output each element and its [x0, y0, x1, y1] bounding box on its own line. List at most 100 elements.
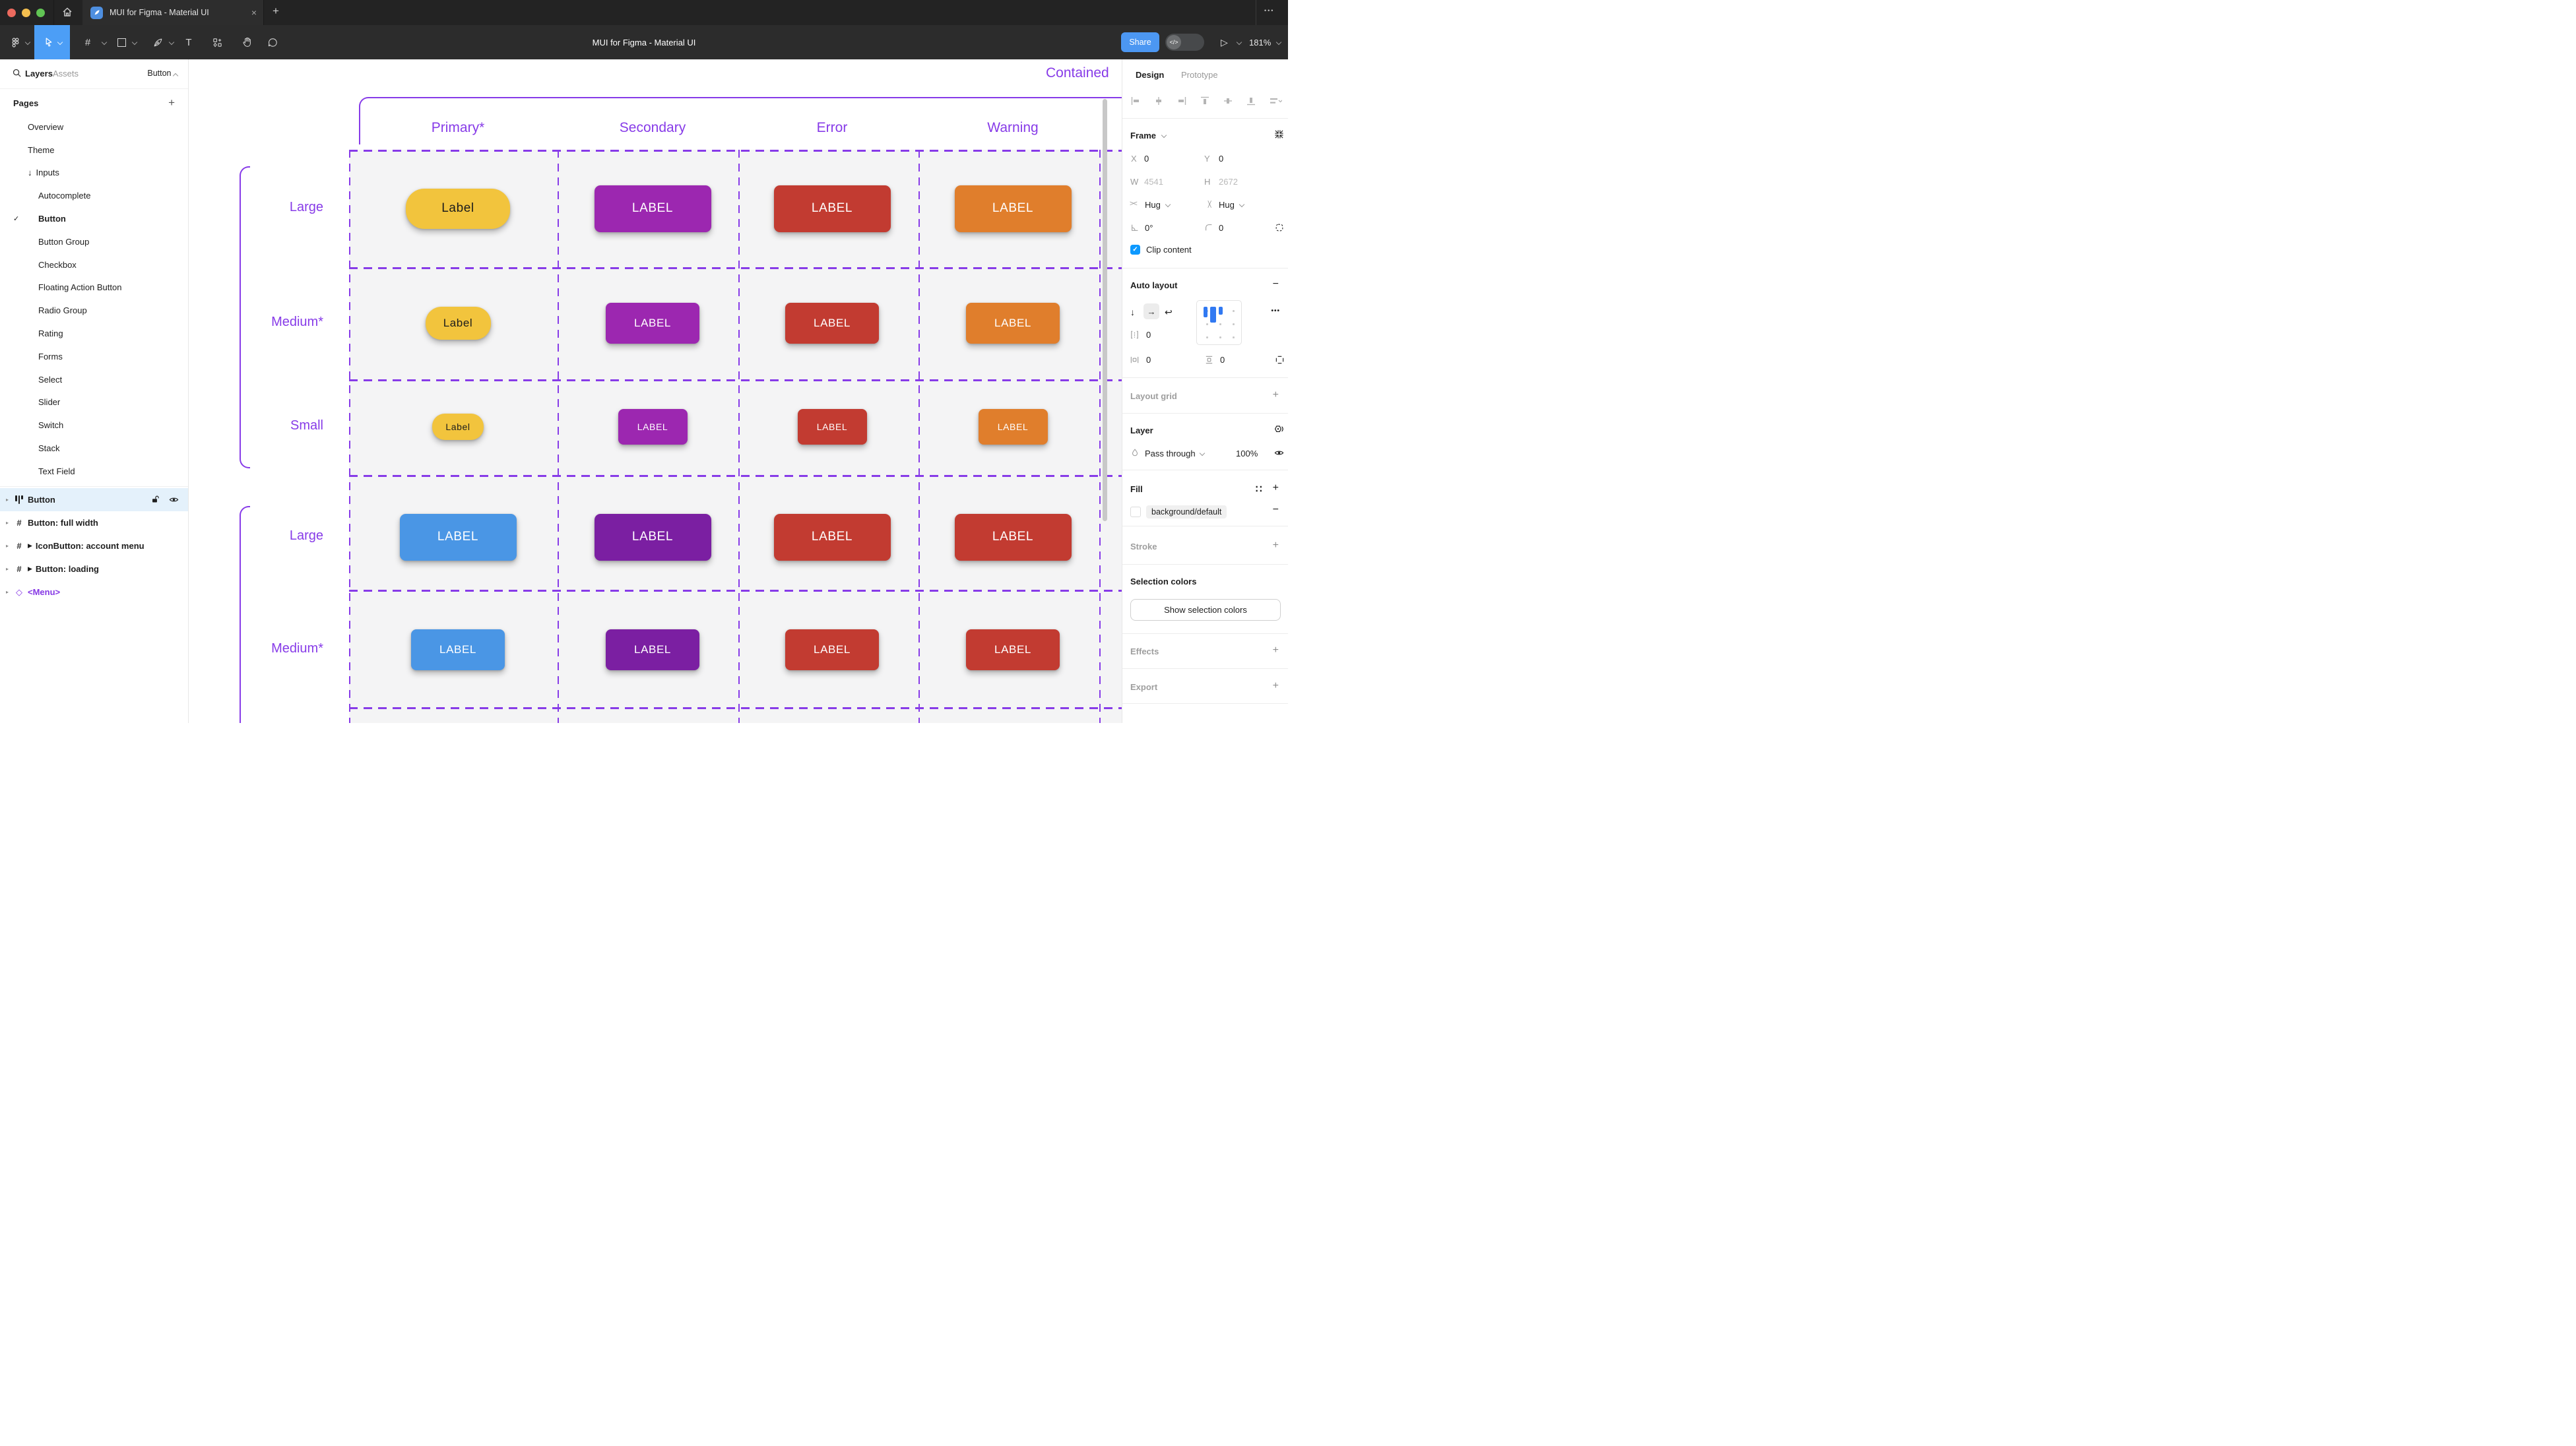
add-fill-icon[interactable]: +	[1272, 482, 1279, 493]
expand-caret-icon[interactable]: ▸	[6, 497, 9, 503]
expand-caret-icon[interactable]: ▸	[6, 566, 9, 572]
w-value[interactable]: 4541	[1144, 177, 1163, 187]
x-value[interactable]: 0	[1144, 154, 1149, 164]
sidebar-page-item[interactable]: ↓ Inputs	[0, 162, 188, 185]
hug-horizontal-value[interactable]: Hug	[1145, 200, 1161, 210]
move-tool[interactable]	[34, 25, 70, 59]
sidebar-page-item[interactable]: Slider	[0, 391, 188, 414]
mui-button-small-secondary[interactable]: LABEL	[618, 409, 688, 445]
rotation-value[interactable]: 0°	[1145, 223, 1153, 233]
mui-button-small-error[interactable]: LABEL	[797, 409, 867, 445]
wrap-icon[interactable]: ↩	[1165, 307, 1173, 317]
direction-right-icon[interactable]: →	[1143, 303, 1159, 319]
expand-caret-icon[interactable]: ▸	[6, 543, 9, 549]
align-right-icon[interactable]	[1176, 96, 1187, 106]
mui-button-large-error[interactable]: LABEL	[773, 513, 891, 561]
page-selector[interactable]: Button	[147, 69, 179, 79]
frame-section-title[interactable]: Frame	[1130, 131, 1157, 141]
fill-token-chip[interactable]: background/default	[1146, 505, 1227, 519]
canvas-scrollbar[interactable]	[1103, 99, 1107, 521]
mui-button-large-warning[interactable]: LABEL	[954, 513, 1072, 561]
mui-button-medium-primary[interactable]: Label	[425, 307, 491, 340]
sidebar-page-item[interactable]: Overview	[0, 115, 188, 139]
mui-button-small-warning[interactable]: LABEL	[978, 409, 1048, 445]
mui-button-medium-warning[interactable]: LABEL	[966, 303, 1060, 344]
tab-close-icon[interactable]: ×	[251, 7, 257, 18]
align-top-icon[interactable]	[1200, 96, 1210, 106]
blend-chevron-icon[interactable]	[1199, 450, 1206, 456]
new-tab-button[interactable]: +	[273, 5, 279, 17]
mui-button-medium-error[interactable]: LABEL	[785, 629, 879, 670]
mui-button-large-secondary[interactable]: LABEL	[594, 513, 711, 561]
tab-assets[interactable]: Assets	[53, 69, 79, 79]
tab-design[interactable]: Design	[1136, 70, 1165, 80]
mui-button-medium-error[interactable]: LABEL	[785, 303, 879, 344]
expand-caret-icon[interactable]: ▸	[6, 520, 9, 526]
mui-button-large-error[interactable]: LABEL	[773, 185, 891, 232]
home-icon[interactable]	[62, 7, 73, 17]
h-value[interactable]: 2672	[1219, 177, 1238, 187]
tab-prototype[interactable]: Prototype	[1181, 70, 1218, 80]
y-value[interactable]: 0	[1219, 154, 1224, 164]
hug-h-chevron-icon[interactable]	[1165, 201, 1171, 208]
sidebar-page-item[interactable]: ✓ Button	[0, 207, 188, 230]
sidebar-page-item[interactable]: Text Field	[0, 460, 188, 483]
padding-horizontal-value[interactable]: 0	[1146, 355, 1151, 365]
padding-vertical-value[interactable]: 0	[1220, 355, 1225, 365]
pen-tool-chevron-icon[interactable]	[168, 25, 176, 59]
present-chevron-icon[interactable]	[1235, 25, 1243, 59]
sidebar-page-item[interactable]: Radio Group	[0, 299, 188, 322]
layer-row[interactable]: ▸ # Button: full width	[0, 511, 188, 534]
present-icon[interactable]: ▷	[1221, 37, 1228, 47]
auto-layout-more-icon[interactable]: •••	[1271, 307, 1280, 315]
main-menu-chevron-icon[interactable]	[24, 25, 32, 59]
blend-mode-value[interactable]: Pass through	[1145, 449, 1196, 458]
layer-row[interactable]: ▸ # ▶ Button: loading	[0, 557, 188, 581]
search-icon[interactable]	[12, 68, 22, 78]
corner-radius-value[interactable]: 0	[1219, 223, 1224, 233]
layer-mode-icon[interactable]	[1273, 424, 1284, 435]
remove-fill-icon[interactable]: −	[1272, 504, 1279, 515]
individual-padding-icon[interactable]	[1275, 355, 1285, 365]
remove-auto-layout-icon[interactable]: −	[1272, 278, 1279, 290]
add-page-button[interactable]: +	[168, 96, 175, 109]
sidebar-page-item[interactable]: Checkbox	[0, 253, 188, 276]
fill-styles-icon[interactable]: ∷	[1256, 484, 1262, 495]
dev-mode-toggle[interactable]: </>	[1165, 34, 1204, 51]
add-export-icon[interactable]: +	[1272, 680, 1279, 691]
frame-tool[interactable]: #	[84, 36, 91, 48]
text-tool[interactable]: T	[185, 36, 192, 48]
align-left-icon[interactable]	[1130, 96, 1141, 106]
hug-v-chevron-icon[interactable]	[1239, 201, 1245, 208]
main-menu-icon[interactable]	[5, 25, 25, 59]
sidebar-page-item[interactable]: Theme	[0, 139, 188, 162]
add-stroke-icon[interactable]: +	[1272, 540, 1279, 551]
direction-down-icon[interactable]: ↓	[1130, 307, 1135, 317]
sidebar-page-item[interactable]: Rating	[0, 322, 188, 345]
rectangle-tool[interactable]	[113, 25, 129, 59]
canvas[interactable]: Contained Primary* Secondary Error Warning …	[189, 59, 1122, 723]
layer-row[interactable]: ▸ Button	[0, 488, 188, 511]
share-button[interactable]: Share	[1121, 32, 1159, 52]
sidebar-page-item[interactable]: Select	[0, 368, 188, 391]
align-v-center-icon[interactable]	[1223, 96, 1233, 106]
window-minimize-button[interactable]	[22, 8, 30, 17]
rectangle-tool-chevron-icon[interactable]	[131, 25, 139, 59]
hug-vertical-value[interactable]: Hug	[1219, 200, 1235, 210]
window-zoom-button[interactable]	[36, 8, 45, 17]
align-bottom-icon[interactable]	[1246, 96, 1256, 106]
show-selection-colors-button[interactable]: Show selection colors	[1130, 599, 1281, 621]
add-layout-grid-icon[interactable]: +	[1272, 389, 1279, 400]
align-h-center-icon[interactable]	[1153, 96, 1164, 106]
visibility-icon[interactable]	[169, 495, 179, 505]
mui-button-large-primary[interactable]: Label	[406, 188, 510, 229]
sidebar-page-item[interactable]: Floating Action Button	[0, 276, 188, 299]
auto-layout-alignment-box[interactable]	[1196, 300, 1242, 345]
mui-button-large-primary[interactable]: LABEL	[399, 513, 517, 561]
sidebar-page-item[interactable]: Autocomplete	[0, 184, 188, 207]
actions-tool[interactable]	[209, 25, 226, 59]
expand-caret-icon[interactable]: ▸	[6, 589, 9, 595]
distribute-icon[interactable]	[1269, 96, 1282, 106]
zoom-chevron-icon[interactable]	[1275, 25, 1283, 59]
tab-layers[interactable]: Layers	[25, 69, 53, 79]
